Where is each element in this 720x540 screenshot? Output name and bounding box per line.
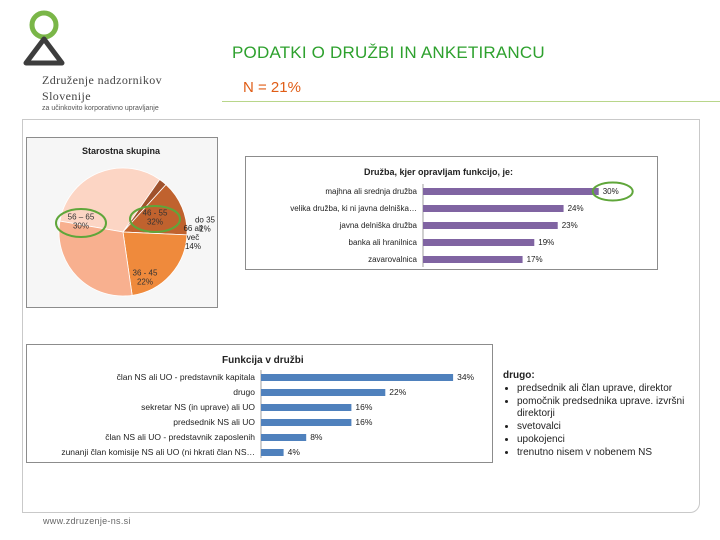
note-item: upokojenci [517, 434, 703, 446]
company-bar-5 [423, 256, 523, 263]
company-bar-svg: Družba, kjer opravljam funkcijo, je: maj… [290, 167, 634, 267]
content-frame [22, 119, 700, 513]
note-heading: drugo: [503, 370, 535, 381]
note-item: svetovalci [517, 421, 703, 433]
function-bar-6 [261, 449, 284, 456]
page-subtitle: N = 21% [243, 79, 301, 96]
pie-label-66-ali-vec: 66 ali več 14% [183, 224, 202, 251]
function-chart-title: Funkcija v družbi [222, 355, 304, 366]
note-item: trenutno nisem v nobenem NS [517, 447, 703, 459]
company-value-label: 19% [538, 238, 554, 247]
function-category-label: predsednik NS ali UO [173, 417, 255, 427]
pie-label-36-45: 36 - 45 22% [133, 269, 158, 287]
function-category-label: član NS ali UO - predstavnik kapitala [117, 372, 256, 382]
function-category-label: zunanji član komisije NS ali UO (ni hkra… [61, 447, 255, 457]
org-tagline: za učinkovito korporativno upravljanje [42, 105, 159, 112]
pie-title: Starostna skupina [82, 146, 161, 156]
company-bar-1 [423, 188, 599, 195]
function-bar-2 [261, 389, 386, 396]
organization-name: Združenje nadzornikov Slovenije za učink… [42, 73, 163, 112]
function-value-label: 8% [310, 432, 323, 442]
org-line-2: Slovenije [42, 89, 91, 103]
header-divider [222, 101, 720, 102]
function-bar-1 [261, 374, 454, 381]
function-bar-svg: Funkcija v družbi član NS ali UO - preds… [61, 355, 475, 458]
logo-icon [23, 10, 65, 66]
function-value-label: 34% [457, 372, 474, 382]
note-item: predsednik ali član uprave, direktor [517, 383, 703, 395]
function-category-label: drugo [233, 387, 255, 397]
org-line-1: Združenje nadzornikov [42, 73, 163, 87]
pie-slice-56-65 [58, 220, 133, 297]
function-chart: Funkcija v družbi član NS ali UO - preds… [26, 344, 493, 463]
age-pie-svg: Starostna skupina 46 - 55 32% do 35 2%66 al… [55, 146, 216, 297]
function-value-label: 4% [288, 447, 301, 457]
pie-slice-36-45 [122, 231, 188, 296]
company-category-label: majhna ali srednja družba [325, 187, 417, 196]
function-bar-4 [261, 419, 352, 426]
company-highlight-ellipse [591, 181, 634, 202]
footer-url: www.zdruzenje-ns.si [43, 516, 131, 526]
age-group-chart: Starostna skupina 46 - 55 32% do 35 2% 66 al… [26, 137, 218, 308]
company-value-label: 24% [568, 204, 584, 213]
function-value-label: 16% [355, 402, 372, 412]
pie-label-do-35: do 35 2% [195, 216, 216, 234]
company-category-label: banka ali hranilnica [349, 238, 418, 247]
pie-slice-66-ali-vec [122, 184, 188, 236]
pie-label-46-55: 46 - 55 32% [143, 209, 168, 227]
note-item: pomočnik predsednika uprave. izvršni dir… [517, 396, 703, 420]
highlight-ellipse-46-55 [129, 205, 181, 233]
function-value-label: 22% [389, 387, 406, 397]
function-bar-5 [261, 434, 307, 441]
company-category-label: zavarovalnica [368, 255, 417, 264]
function-bar-3 [261, 404, 352, 411]
company-value-label: 17% [527, 255, 543, 264]
pie-slice-46-55 [59, 167, 161, 233]
note-list: predsednik ali član uprave, direktor pom… [503, 383, 703, 459]
function-category-label: član NS ali UO - predstavnik zaposlenih [105, 432, 255, 442]
company-category-label: javna delniška družba [339, 221, 418, 230]
pie-label-56-65: 56 – 65 30% [68, 213, 95, 231]
company-bar-3 [423, 222, 558, 229]
company-value-label: 30% [603, 187, 619, 196]
function-category-label: sekretar NS (in uprave) ali UO [141, 402, 255, 412]
company-category-label: velika družba, ki ni javna delniška… [290, 204, 417, 213]
company-bar-2 [423, 205, 564, 212]
company-value-label: 23% [562, 221, 578, 230]
function-value-label: 16% [355, 417, 372, 427]
company-type-chart: Družba, kjer opravljam funkcijo, je: maj… [245, 156, 658, 270]
highlight-ellipse-56-65 [55, 208, 107, 238]
other-note: drugo: predsednik ali član uprave, direk… [503, 370, 703, 460]
company-chart-title: Družba, kjer opravljam funkcijo, je: [364, 167, 513, 177]
page-title: PODATKI O DRUŽBI IN ANKETIRANCU [232, 43, 545, 62]
company-bar-4 [423, 239, 535, 246]
